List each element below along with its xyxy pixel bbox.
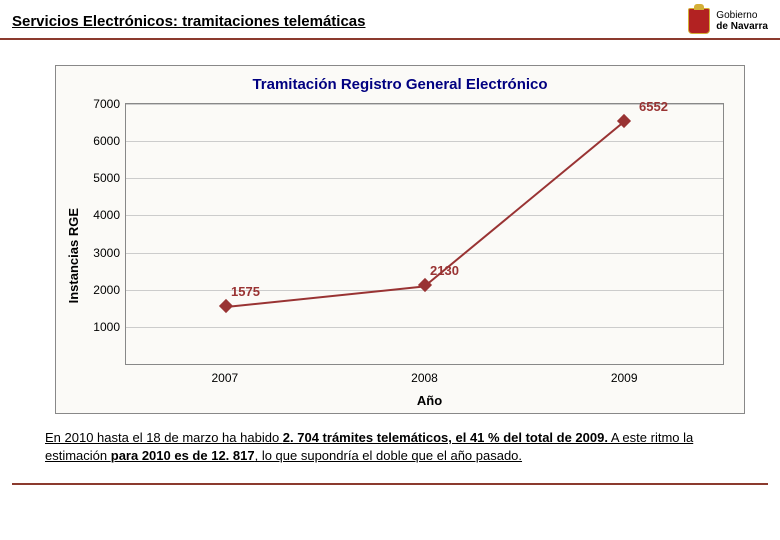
shield-icon: [688, 8, 710, 34]
chart-line-segment: [424, 121, 624, 287]
footer-text-1: En 2010 hasta el 18 de marzo ha habido: [45, 430, 283, 445]
logo-line2: de Navarra: [716, 21, 768, 32]
y-tick-label: 3000: [93, 246, 120, 260]
plot-box: 1000200030004000500060007000157521306552…: [85, 103, 734, 408]
y-tick-label: 2000: [93, 283, 120, 297]
gridline: [126, 215, 723, 216]
y-tick-label: 1000: [93, 320, 120, 334]
gridline: [126, 327, 723, 328]
x-tick-label: 2009: [524, 365, 724, 385]
data-label: 1575: [231, 284, 260, 299]
data-label: 6552: [639, 99, 668, 114]
plot-wrap: Instancias RGE 1000200030004000500060007…: [66, 103, 734, 408]
y-tick-label: 6000: [93, 134, 120, 148]
logo-line1: Gobierno: [716, 10, 768, 21]
data-marker: [218, 298, 232, 312]
gridline: [126, 141, 723, 142]
data-label: 2130: [430, 263, 459, 278]
gridline: [126, 104, 723, 105]
y-tick-label: 5000: [93, 171, 120, 185]
footer-paragraph: En 2010 hasta el 18 de marzo ha habido 2…: [45, 429, 735, 465]
y-tick-label: 4000: [93, 208, 120, 222]
footer-bold-1: 2. 704 trámites telemáticos, el 41 % del…: [283, 430, 608, 445]
bottom-rule: [12, 483, 768, 485]
x-tick-label: 2007: [125, 365, 325, 385]
x-tick-label: 2008: [325, 365, 525, 385]
logo: Gobierno de Navarra: [688, 8, 768, 34]
plot-area: 1000200030004000500060007000157521306552: [125, 103, 724, 365]
chart-title: Tramitación Registro General Electrónico: [66, 76, 734, 93]
y-tick-label: 7000: [93, 97, 120, 111]
y-axis-label: Instancias RGE: [66, 208, 81, 303]
gridline: [126, 253, 723, 254]
x-axis-label: Año: [125, 393, 734, 408]
footer-bold-2: para 2010 es de 12. 817: [111, 448, 255, 463]
footer-text-3: , lo que supondría el doble que el año p…: [255, 448, 522, 463]
logo-text: Gobierno de Navarra: [716, 10, 768, 32]
chart: Tramitación Registro General Electrónico…: [55, 65, 745, 414]
page-title: Servicios Electrónicos: tramitaciones te…: [12, 13, 366, 30]
x-axis: 200720082009: [125, 365, 724, 385]
gridline: [126, 178, 723, 179]
page-header: Servicios Electrónicos: tramitaciones te…: [0, 0, 780, 40]
